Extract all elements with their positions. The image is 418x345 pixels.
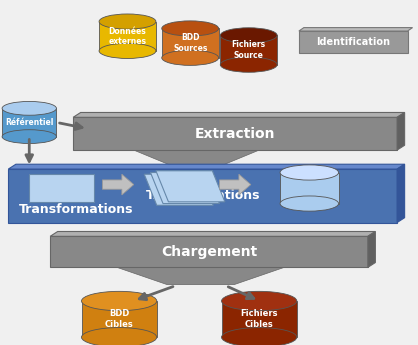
FancyBboxPatch shape [280,172,339,204]
Ellipse shape [222,291,297,310]
Ellipse shape [162,21,219,36]
Text: Fichiers
Source: Fichiers Source [232,40,266,60]
Text: Référentiel: Référentiel [5,118,54,127]
FancyBboxPatch shape [8,169,397,223]
FancyBboxPatch shape [73,117,397,150]
Polygon shape [150,172,219,204]
Polygon shape [397,164,405,223]
FancyBboxPatch shape [222,301,297,337]
Ellipse shape [222,328,297,345]
Polygon shape [219,174,251,195]
FancyBboxPatch shape [29,174,94,202]
Polygon shape [102,174,134,195]
Polygon shape [134,150,259,167]
Ellipse shape [280,196,339,211]
Polygon shape [50,231,375,236]
Ellipse shape [220,28,277,43]
FancyBboxPatch shape [299,31,408,53]
Text: Chargement: Chargement [161,245,257,259]
Ellipse shape [2,130,56,144]
Polygon shape [73,112,405,117]
Polygon shape [368,231,375,267]
Ellipse shape [82,291,157,310]
Text: Transformations: Transformations [145,189,260,202]
Ellipse shape [162,50,219,65]
Text: BDD
Cibles: BDD Cibles [105,309,133,329]
FancyBboxPatch shape [99,21,156,51]
Polygon shape [117,267,284,285]
Ellipse shape [280,165,339,180]
Polygon shape [397,112,405,150]
Text: Identification: Identification [316,37,390,47]
Text: Transformations: Transformations [19,203,133,216]
Text: BDD
Sources: BDD Sources [173,33,207,53]
Polygon shape [156,171,225,202]
Text: Données
externes: Données externes [109,27,146,46]
Ellipse shape [2,101,56,115]
FancyBboxPatch shape [2,108,56,137]
Ellipse shape [99,14,156,29]
FancyBboxPatch shape [162,29,219,58]
Text: Extraction: Extraction [195,127,275,141]
Ellipse shape [82,328,157,345]
Text: Fichiers
Cibles: Fichiers Cibles [240,309,278,329]
FancyBboxPatch shape [220,36,277,65]
Polygon shape [8,164,405,169]
Polygon shape [299,28,413,31]
Ellipse shape [220,57,277,72]
FancyBboxPatch shape [82,301,157,337]
Ellipse shape [99,43,156,58]
FancyBboxPatch shape [50,236,368,267]
Polygon shape [144,174,213,205]
